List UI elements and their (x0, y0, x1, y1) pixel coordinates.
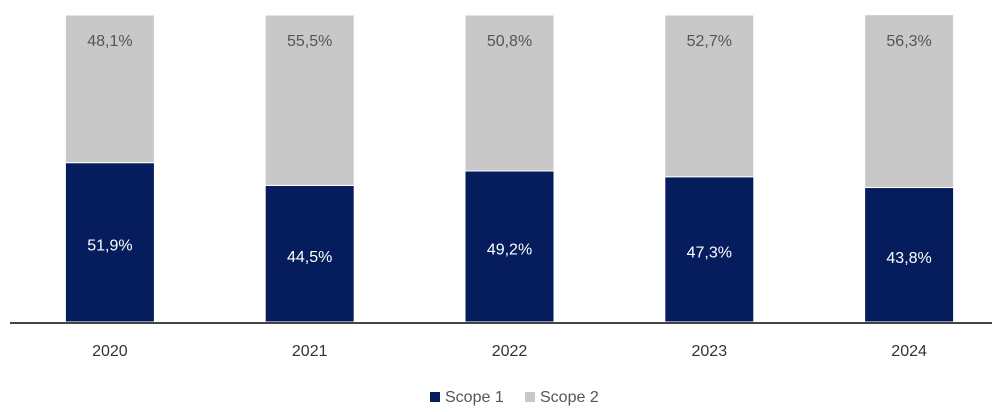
legend-label: Scope 2 (540, 389, 599, 406)
legend-label: Scope 1 (445, 389, 504, 406)
data-label: 47,3% (687, 245, 732, 262)
legend-swatch (430, 392, 440, 402)
bar-segment (664, 14, 755, 178)
data-label: 48,1% (87, 33, 132, 50)
bar-segment (64, 162, 155, 323)
data-label: 51,9% (87, 238, 132, 255)
data-label: 55,5% (287, 33, 332, 50)
x-tick-label: 2021 (292, 343, 328, 360)
data-label: 43,8% (886, 250, 931, 267)
x-tick-label: 2022 (492, 343, 528, 360)
data-label: 44,5% (287, 249, 332, 266)
data-label: 49,2% (487, 242, 532, 259)
data-label: 56,3% (886, 33, 931, 50)
x-tick-label: 2024 (891, 343, 927, 360)
bar-segment (64, 14, 155, 164)
data-label: 52,7% (687, 33, 732, 50)
bar-segment (464, 170, 555, 323)
bar-segment (464, 14, 555, 172)
legend-swatch (525, 392, 535, 402)
x-tick-label: 2020 (92, 343, 128, 360)
bar-segment (264, 14, 355, 186)
data-label: 50,8% (487, 33, 532, 50)
x-tick-label: 2023 (692, 343, 728, 360)
bar-segment (864, 14, 955, 189)
